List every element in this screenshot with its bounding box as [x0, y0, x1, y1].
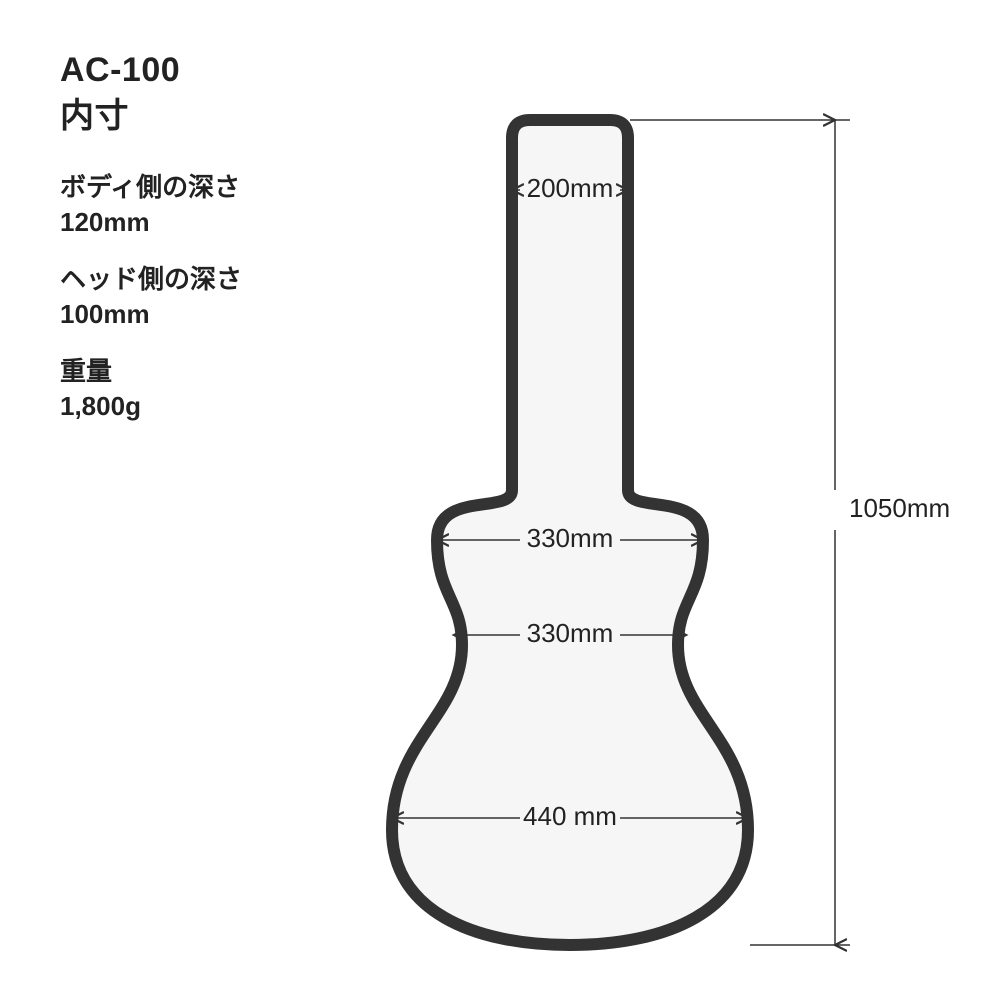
spec-weight: 重量 1,800g — [60, 354, 242, 424]
title-block: AC-100 内寸 — [60, 48, 180, 140]
dimension-label-height: 1050mm — [849, 493, 950, 523]
dimension-diagram: 200mm 330mm 330mm 440 mm 1050mm — [300, 110, 980, 980]
dimension-label: 200mm — [527, 173, 614, 203]
spec-label: ボディ側の深さ — [60, 170, 242, 205]
spec-value: 120mm — [60, 205, 242, 240]
spec-label: ヘッド側の深さ — [60, 262, 242, 297]
spec-value: 1,800g — [60, 389, 242, 424]
subtitle: 内寸 — [60, 94, 180, 140]
page: AC-100 内寸 ボディ側の深さ 120mm ヘッド側の深さ 100mm 重量… — [0, 0, 1000, 1000]
dimension-label: 440 mm — [523, 801, 617, 831]
spec-value: 100mm — [60, 297, 242, 332]
spec-head-depth: ヘッド側の深さ 100mm — [60, 262, 242, 332]
spec-label: 重量 — [60, 354, 242, 389]
spec-body-depth: ボディ側の深さ 120mm — [60, 170, 242, 240]
model-name: AC-100 — [60, 48, 180, 94]
dimension-label: 330mm — [527, 523, 614, 553]
spec-list: ボディ側の深さ 120mm ヘッド側の深さ 100mm 重量 1,800g — [60, 170, 242, 447]
dimension-label: 330mm — [527, 618, 614, 648]
